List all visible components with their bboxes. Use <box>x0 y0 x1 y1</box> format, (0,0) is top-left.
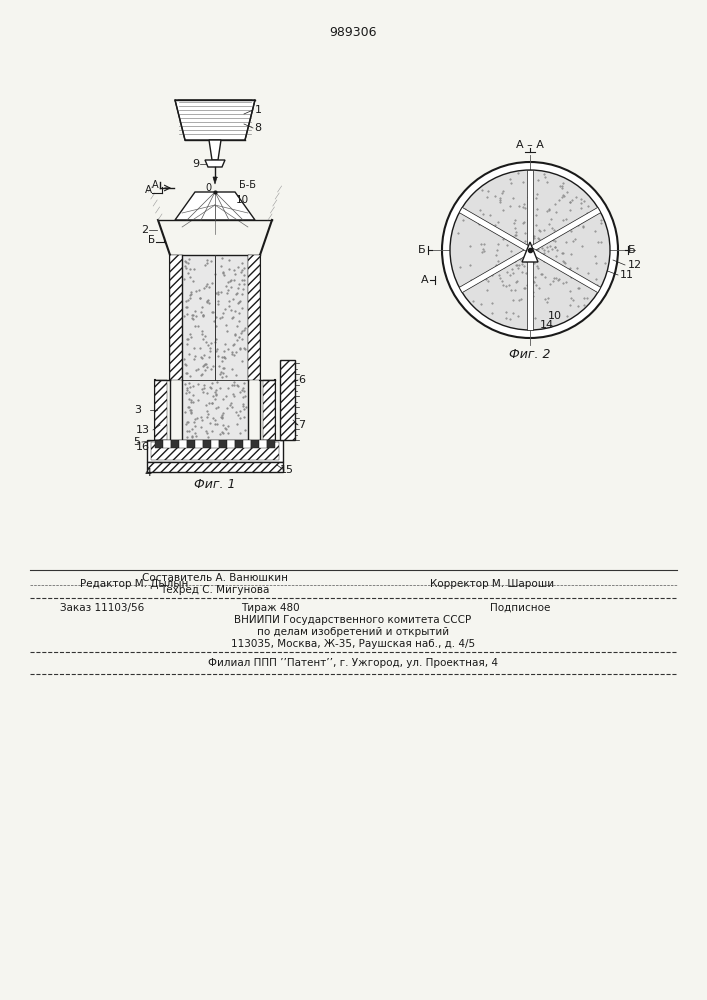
Text: 15: 15 <box>280 465 294 475</box>
Polygon shape <box>529 207 601 253</box>
Bar <box>280 360 295 440</box>
Text: Фиг. 2: Фиг. 2 <box>509 349 551 361</box>
Text: А: А <box>144 185 151 195</box>
Polygon shape <box>178 100 252 138</box>
Text: 989306: 989306 <box>329 25 377 38</box>
Text: ВНИИПИ Государственного комитета СССР: ВНИИПИ Государственного комитета СССР <box>235 615 472 625</box>
Text: Б: Б <box>629 245 636 255</box>
Bar <box>203 440 211 448</box>
Text: А: А <box>152 180 158 190</box>
Circle shape <box>442 162 618 338</box>
Bar <box>219 440 227 448</box>
Polygon shape <box>175 100 255 140</box>
Polygon shape <box>175 192 255 220</box>
Text: 8: 8 <box>255 123 262 133</box>
Bar <box>147 462 283 472</box>
Polygon shape <box>522 242 538 262</box>
Text: Б-Б: Б-Б <box>238 180 255 190</box>
Text: Редактор М. Дылын: Редактор М. Дылын <box>80 579 188 589</box>
Text: Подписное: Подписное <box>490 603 550 613</box>
Bar <box>267 440 275 448</box>
Bar <box>251 440 259 448</box>
Bar <box>147 440 283 462</box>
Bar <box>235 440 243 448</box>
Bar <box>179 440 187 448</box>
Text: 10: 10 <box>235 195 249 205</box>
Polygon shape <box>205 160 225 167</box>
Polygon shape <box>209 140 221 160</box>
Text: Корректор М. Шароши: Корректор М. Шароши <box>430 579 554 589</box>
Text: 1: 1 <box>255 105 262 115</box>
Text: 9: 9 <box>192 159 199 169</box>
Bar <box>155 440 163 448</box>
Text: Б: Б <box>418 245 426 255</box>
Text: 12: 12 <box>628 260 642 270</box>
Bar <box>151 442 279 460</box>
Text: 6: 6 <box>298 375 305 385</box>
Text: 113035, Москва, Ж-35, Раушская наб., д. 4/5: 113035, Москва, Ж-35, Раушская наб., д. … <box>231 639 475 649</box>
Bar <box>227 440 235 448</box>
Text: Фиг. 1: Фиг. 1 <box>194 478 235 490</box>
Bar <box>163 440 171 448</box>
Bar <box>182 255 248 380</box>
Bar <box>182 380 248 440</box>
Text: А: А <box>421 275 429 285</box>
Text: 13: 13 <box>136 425 150 435</box>
Polygon shape <box>213 177 217 184</box>
Circle shape <box>450 170 610 330</box>
Polygon shape <box>460 207 532 253</box>
Text: Заказ 11103/56: Заказ 11103/56 <box>60 603 144 613</box>
Text: 14: 14 <box>540 320 554 330</box>
Text: 7: 7 <box>298 420 305 430</box>
Text: 2: 2 <box>141 225 148 235</box>
Bar <box>195 440 203 448</box>
Polygon shape <box>460 247 532 293</box>
Bar <box>263 380 275 440</box>
Text: 0: 0 <box>205 183 211 193</box>
Text: 5: 5 <box>134 437 141 447</box>
Text: Б: Б <box>148 235 156 245</box>
Text: 10: 10 <box>548 311 562 321</box>
Text: А – А: А – А <box>516 140 544 150</box>
Text: 3: 3 <box>134 405 141 415</box>
Polygon shape <box>529 247 601 293</box>
Bar <box>211 440 219 448</box>
Text: Техред С. Мигунова: Техред С. Мигунова <box>160 585 269 595</box>
Bar <box>187 440 195 448</box>
Text: Тираж 480: Тираж 480 <box>240 603 299 613</box>
Text: по делам изобретений и открытий: по делам изобретений и открытий <box>257 627 449 637</box>
Polygon shape <box>527 250 533 330</box>
Polygon shape <box>527 170 533 250</box>
Bar <box>259 440 267 448</box>
Bar <box>170 255 182 380</box>
Bar <box>155 380 167 440</box>
Bar <box>248 255 260 380</box>
Bar <box>171 440 179 448</box>
Text: 11: 11 <box>620 270 634 280</box>
Bar <box>243 440 251 448</box>
Text: 16: 16 <box>136 442 150 452</box>
Text: Составитель А. Ванюшкин: Составитель А. Ванюшкин <box>142 573 288 583</box>
Text: 4: 4 <box>144 468 151 478</box>
Text: Филиал ППП ’’Патент’’, г. Ужгород, ул. Проектная, 4: Филиал ППП ’’Патент’’, г. Ужгород, ул. П… <box>208 658 498 668</box>
